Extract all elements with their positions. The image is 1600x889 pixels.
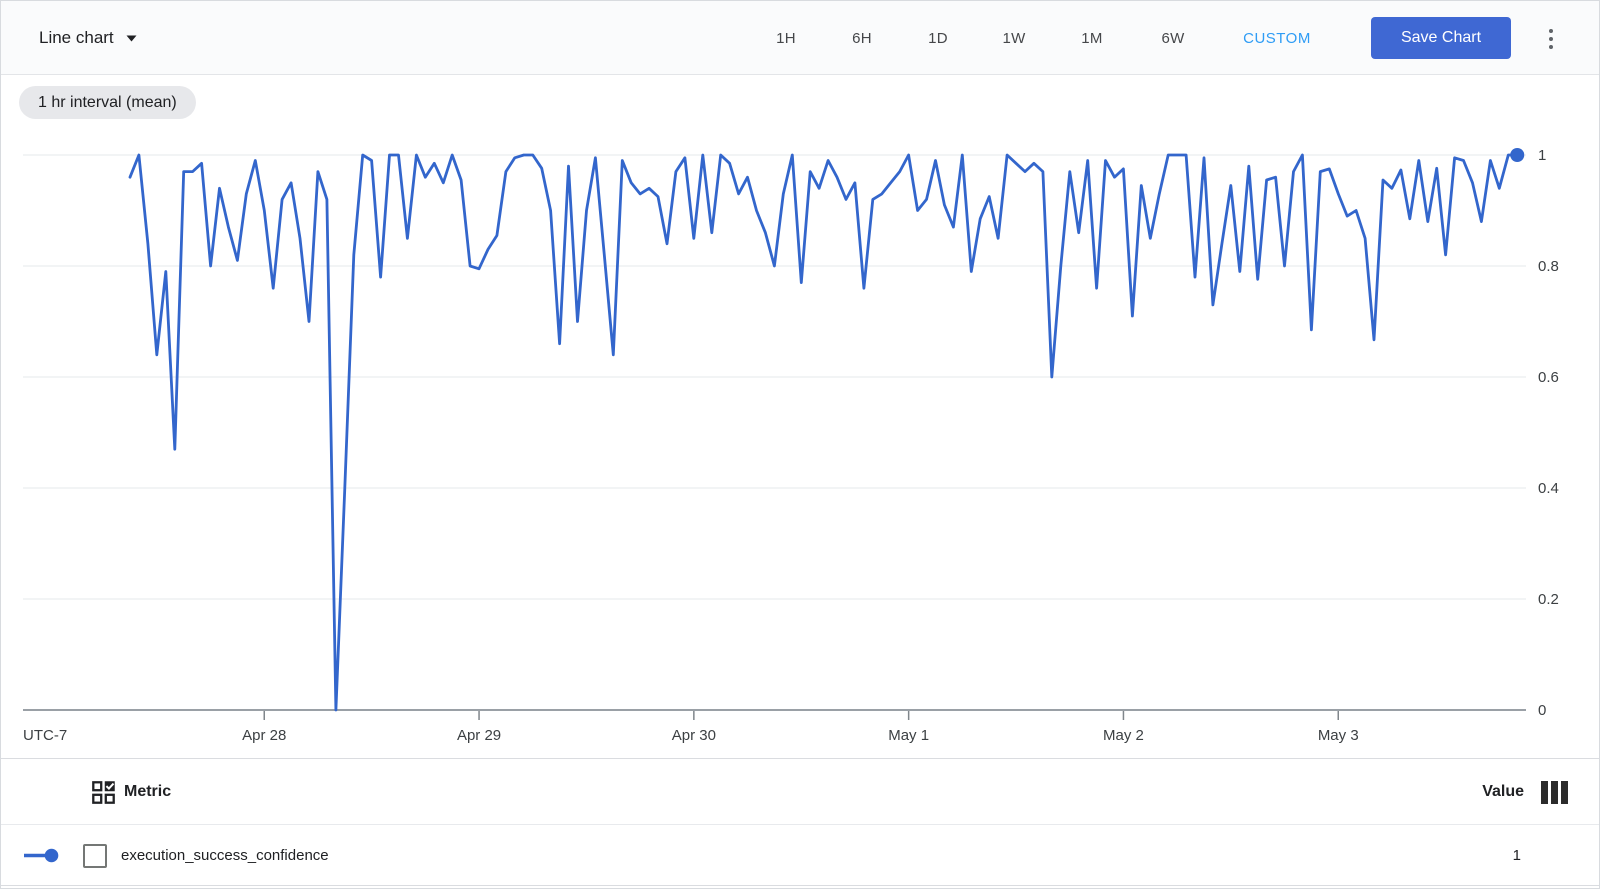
- metric-value: 1: [1512, 847, 1521, 864]
- time-range-1d[interactable]: 1D: [906, 1, 970, 75]
- svg-text:Apr 29: Apr 29: [457, 727, 501, 744]
- series-legend-marker: [24, 848, 59, 863]
- time-range-6w[interactable]: 6W: [1141, 1, 1205, 75]
- time-range-1m[interactable]: 1M: [1060, 1, 1124, 75]
- columns-icon: [1541, 781, 1568, 804]
- svg-text:Apr 28: Apr 28: [242, 727, 286, 744]
- time-range-6h[interactable]: 6H: [830, 1, 894, 75]
- value-column-header: Value: [1482, 783, 1524, 800]
- chart-section: 1 hr interval (mean) 0 0.2 0.4 0.6 0.8 1 Apr 2…: [1, 76, 1599, 758]
- table-row[interactable]: execution_success_confidence 1: [1, 825, 1599, 886]
- svg-text:UTC-7: UTC-7: [23, 727, 67, 744]
- row-checkbox[interactable]: [83, 844, 107, 868]
- time-range-1w[interactable]: 1W: [982, 1, 1046, 75]
- chart-type-selector[interactable]: Line chart: [39, 1, 137, 75]
- line-chart-plot[interactable]: 0 0.2 0.4 0.6 0.8 1 Apr 28 Apr 29 Apr 30 May 1 May…: [1, 76, 1599, 758]
- save-chart-button[interactable]: Save Chart: [1371, 17, 1511, 59]
- column-settings-button[interactable]: [1540, 781, 1570, 804]
- svg-text:0: 0: [1538, 702, 1546, 719]
- time-range-custom[interactable]: CUSTOM: [1227, 1, 1327, 75]
- interval-chip[interactable]: 1 hr interval (mean): [19, 86, 196, 119]
- chart-toolbar: Line chart 1H 6H 1D 1W 1M 6W CUSTOM Save…: [1, 1, 1599, 75]
- metric-name: execution_success_confidence: [121, 847, 329, 864]
- interval-chip-label: 1 hr interval (mean): [38, 93, 177, 111]
- chart-type-label: Line chart: [39, 28, 114, 47]
- legend-table: Metric Value execution_success_confidenc…: [1, 758, 1599, 888]
- svg-text:0.8: 0.8: [1538, 258, 1559, 275]
- svg-text:May 2: May 2: [1103, 727, 1144, 744]
- checkbox-grid-icon: [92, 781, 115, 804]
- metric-column-header: Metric: [124, 783, 172, 800]
- svg-text:Apr 30: Apr 30: [672, 727, 716, 744]
- svg-text:May 1: May 1: [888, 727, 929, 744]
- svg-text:0.2: 0.2: [1538, 591, 1559, 608]
- svg-text:May 3: May 3: [1318, 727, 1359, 744]
- metric-multiselect-button[interactable]: [91, 780, 116, 805]
- time-range-1h[interactable]: 1H: [754, 1, 818, 75]
- legend-table-header: Metric Value: [1, 759, 1599, 825]
- svg-text:0.6: 0.6: [1538, 369, 1559, 386]
- more-options-button[interactable]: [1537, 23, 1565, 55]
- svg-text:1: 1: [1538, 147, 1546, 164]
- svg-text:0.4: 0.4: [1538, 480, 1559, 497]
- chevron-down-icon: [126, 35, 137, 41]
